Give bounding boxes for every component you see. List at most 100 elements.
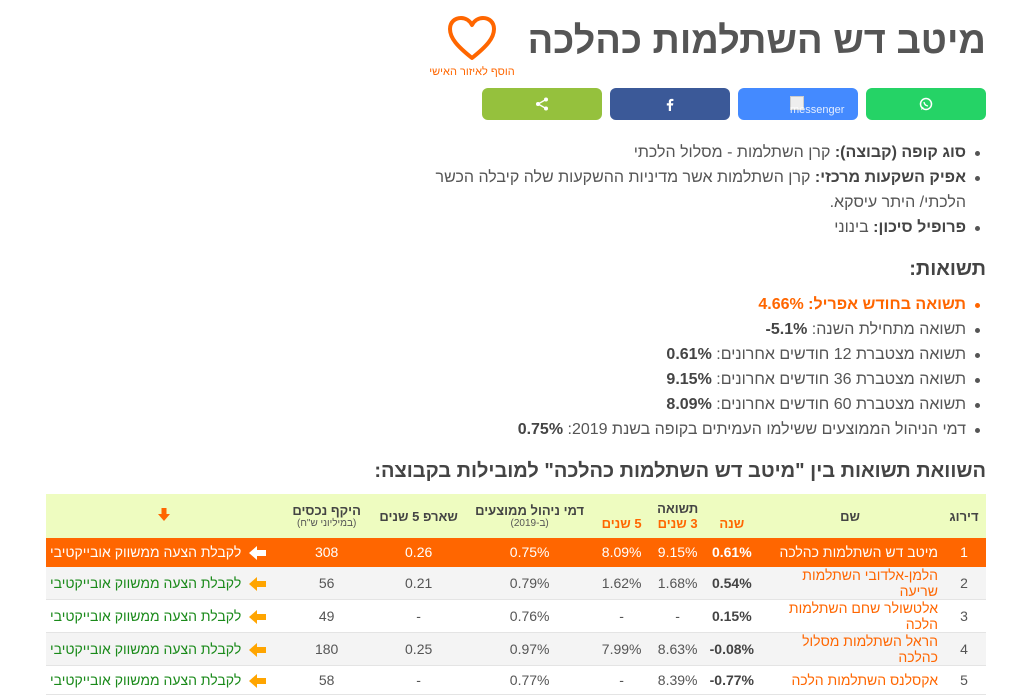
return-label: תשואה מצטברת 12 חודשים אחרונים: [716,346,966,363]
table-row[interactable]: 3 אלטשולר שחם השתלמות הלכה 0.15% - - 0.7… [46,599,986,633]
header-assets-sub: (במיליוני ש"ח) [296,518,357,529]
header-5y-label: 5 שנים [601,516,642,531]
cell-5y: - [593,599,650,633]
cell-5y: 7.99% [593,632,650,666]
offer-link[interactable]: לקבלת הצעה ממשווק אובייקטיבי [46,566,282,600]
header-assets[interactable]: היקף נכסים (במיליוני ש"ח) [282,494,372,538]
cell-5y: 1.62% [593,566,650,600]
return-value: 0.61% [666,346,712,363]
return-label: דמי הניהול הממוצעים ששילמו העמיתים בקופה… [567,421,966,438]
header-3y[interactable]: תשואה 3 שנים [650,494,706,538]
cell-year: 0.61% [705,538,758,567]
header-5y[interactable]: 5 שנים [594,494,650,538]
header-sharpe[interactable]: שארפ 5 שנים [379,508,458,524]
cell-assets: 49 [281,599,372,633]
share-icon [536,97,548,111]
return-12m: תשואה מצטברת 12 חודשים אחרונים: 0.61% [466,342,980,367]
left-arrow-icon [249,674,267,689]
table-header-row: דירוג שם שנה תשואה 3 שנים 5 שנים דמי ניהו… [46,494,986,538]
return-label: תשואה מתחילת השנה: [811,321,966,338]
cell-sharpe: - [371,665,466,695]
header-assets-label: היקף נכסים [292,503,361,518]
offer-link[interactable]: לקבלת הצעה ממשווק אובייקטיבי [46,665,282,695]
add-to-favorites[interactable]: הוסף לאיזור האישי [424,16,520,78]
return-value: 9.15% [666,371,712,388]
offer-link[interactable]: לקבלת הצעה ממשווק אובייקטיבי [46,599,282,633]
sort-arrow-icon [157,507,170,521]
heart-icon [448,16,496,60]
cell-fees: 0.75% [465,538,594,567]
cell-3y: 9.15% [649,538,706,567]
return-60m: תשואה מצטברת 60 חודשים אחרונים: 8.09% [466,392,980,417]
offer-link-text: לקבלת הצעה ממשווק אובייקטיבי [50,543,242,560]
cell-name[interactable]: אלטשולר שחם השתלמות הלכה [758,599,942,633]
cell-assets: 180 [281,632,372,666]
header-year-label: שנה [719,516,745,531]
facebook-share-button[interactable] [610,88,730,120]
cell-rank: 4 [942,632,986,666]
header-sort[interactable] [46,494,282,538]
header-returns-label: תשואה [657,501,699,516]
cell-year: 0.15% [705,599,758,633]
cell-sharpe: 0.26 [371,538,466,567]
header-name[interactable]: שם [840,508,860,524]
return-monthly: תשואה בחודש אפריל: 4.66% [466,292,980,317]
return-label: תשואה בחודש אפריל: [808,296,966,313]
header-fees-label: דמי ניהול ממוצעים [475,503,585,518]
header-3y-label: 3 שנים [657,516,698,531]
header-year[interactable]: שנה [706,494,758,538]
detail-label: אפיק השקעות מרכזי: [814,169,966,186]
detail-value: קרן השתלמות - מסלול הלכתי [633,144,831,161]
messenger-alt-text: messenger [790,104,845,116]
return-label: תשואה מצטברת 60 חודשים אחרונים: [716,396,966,413]
detail-investment-channel: אפיק השקעות מרכזי: קרן השתלמות אשר מדיני… [406,165,980,215]
return-value: 0.75% [517,421,564,438]
comparison-table: דירוג שם שנה תשואה 3 שנים 5 שנים דמי ניהו… [46,494,986,695]
header-fees-sub: (ב-2019) [510,518,549,529]
cell-year: -0.77% [705,665,758,695]
table-row[interactable]: 2 הלמן-אלדובי השתלמות שריעה 0.54% 1.68% … [46,566,986,600]
comparison-heading: השוואת תשואות בין "מיטב דש השתלמות כהלכה… [374,460,986,482]
detail-value: קרן השתלמות אשר מדיניות ההשקעות שלה קיבל… [435,169,966,211]
cell-name[interactable]: הראל השתלמות מסלול כהלכה [758,632,942,666]
offer-link[interactable]: לקבלת הצעה ממשווק אובייקטיבי [46,632,282,666]
cell-sharpe: - [371,599,466,633]
cell-rank: 2 [942,566,986,600]
cell-fees: 0.76% [465,599,594,633]
generic-share-button[interactable] [482,88,602,120]
cell-name[interactable]: אקסלנס השתלמות הלכה [758,665,942,695]
table-row[interactable]: 5 אקסלנס השתלמות הלכה -0.77% 8.39% - 0.7… [46,665,986,695]
cell-year: 0.54% [705,566,758,600]
cell-name[interactable]: מיטב דש השתלמות כהלכה [758,538,942,567]
cell-5y: 8.09% [593,538,650,567]
detail-value: בינוני [834,219,869,236]
cell-3y: 8.63% [649,632,706,666]
return-ytd: תשואה מתחילת השנה: -5.1% [466,317,980,342]
table-row[interactable]: 1 מיטב דש השתלמות כהלכה 0.61% 9.15% 8.09… [46,538,986,567]
messenger-share-button[interactable]: messenger [738,88,858,120]
facebook-icon [666,98,674,111]
whatsapp-icon [919,97,933,111]
left-arrow-icon [249,643,267,658]
cell-name[interactable]: הלמן-אלדובי השתלמות שריעה [758,566,942,600]
return-label: תשואה מצטברת 36 חודשים אחרונים: [716,371,966,388]
return-value: 8.09% [666,396,712,413]
favorite-label: הוסף לאיזור האישי [429,66,515,78]
whatsapp-share-button[interactable] [866,88,986,120]
cell-3y: 1.68% [649,566,706,600]
page-title: מיטב דש השתלמות כהלכה [527,20,986,62]
header-fees[interactable]: דמי ניהול ממוצעים (ב-2019) [466,494,594,538]
cell-fees: 0.77% [465,665,594,695]
cell-3y: - [649,599,706,633]
detail-risk-profile: פרופיל סיכון: בינוני [406,215,980,240]
cell-assets: 58 [281,665,372,695]
cell-rank: 5 [942,665,986,695]
cell-assets: 308 [281,538,372,567]
cell-assets: 56 [281,566,372,600]
left-arrow-icon [249,546,267,561]
header-rank[interactable]: דירוג [949,508,979,524]
detail-label: סוג קופה (קבוצה): [834,144,966,161]
table-row[interactable]: 4 הראל השתלמות מסלול כהלכה -0.08% 8.63% … [46,632,986,666]
returns-list: תשואה בחודש אפריל: 4.66% תשואה מתחילת הש… [466,292,986,442]
offer-link[interactable]: לקבלת הצעה ממשווק אובייקטיבי [46,538,282,567]
